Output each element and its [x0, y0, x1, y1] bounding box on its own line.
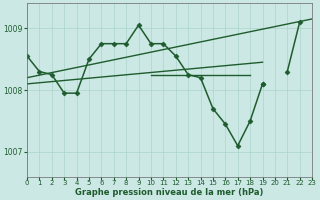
- X-axis label: Graphe pression niveau de la mer (hPa): Graphe pression niveau de la mer (hPa): [76, 188, 264, 197]
